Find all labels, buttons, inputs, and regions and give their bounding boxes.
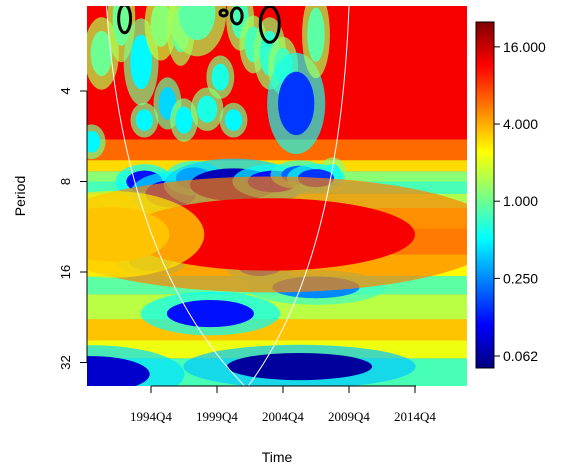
heatmap-cell (87, 130, 101, 153)
heatmap-cell (87, 356, 150, 386)
heatmap-cell (179, 6, 216, 41)
heatmap-cell (278, 71, 315, 136)
x-axis-title: Time (262, 449, 293, 465)
colorbar-tick-label: 0.062 (503, 348, 538, 364)
heatmap-cell (224, 109, 243, 131)
y-tick-label: 4 (58, 87, 73, 94)
colorbar-tick-label: 4.000 (503, 116, 538, 132)
x-tick-label: 2014Q4 (394, 409, 436, 424)
x-tick-label: 2009Q4 (328, 409, 370, 424)
colorbar-tick-label: 16.000 (503, 39, 546, 55)
colorbar-tick-label: 0.250 (503, 270, 538, 286)
x-tick-label: 1999Q4 (196, 409, 238, 424)
y-tick-label: 32 (58, 355, 73, 369)
heatmap-cell (196, 95, 218, 123)
x-tick-label: 1994Q4 (130, 409, 172, 424)
colorbar-tick-label: 1.000 (503, 193, 538, 209)
heatmap-cell (211, 63, 230, 91)
x-tick-label: 2004Q4 (262, 409, 304, 424)
heatmap-cell (226, 352, 373, 381)
heatmap-band (87, 319, 467, 341)
heatmap-cell (135, 109, 154, 131)
y-tick-label: 8 (58, 178, 73, 185)
colorbar: 16.000 4.000 1.000 0.250 0.062 (475, 21, 546, 369)
heatmap-cell (112, 6, 131, 46)
significance-contour (229, 6, 244, 26)
significance-contour (218, 8, 229, 18)
significance-contour (258, 6, 281, 44)
x-axis: 1994Q4 1999Q4 2004Q4 2009Q4 2014Q4 (130, 385, 436, 424)
heatmap-cell (307, 7, 325, 62)
colorbar-bar (475, 21, 495, 369)
heatmap-cell (87, 207, 170, 262)
cone-of-influence-line (105, 6, 350, 386)
heatmap-cell (166, 300, 254, 328)
significance-contour (117, 6, 133, 35)
heatmap-cell (124, 198, 416, 271)
y-axis: 4 8 16 32 (58, 87, 88, 370)
heatmap-plot-area (87, 6, 467, 386)
y-axis-title: Period (12, 176, 28, 216)
heatmap-band (87, 139, 467, 161)
heatmap-cell (90, 30, 113, 77)
y-tick-label: 16 (58, 265, 73, 279)
heatmap-cell (150, 6, 172, 47)
heatmap-cell (130, 34, 152, 90)
heatmap-cell (175, 106, 193, 134)
